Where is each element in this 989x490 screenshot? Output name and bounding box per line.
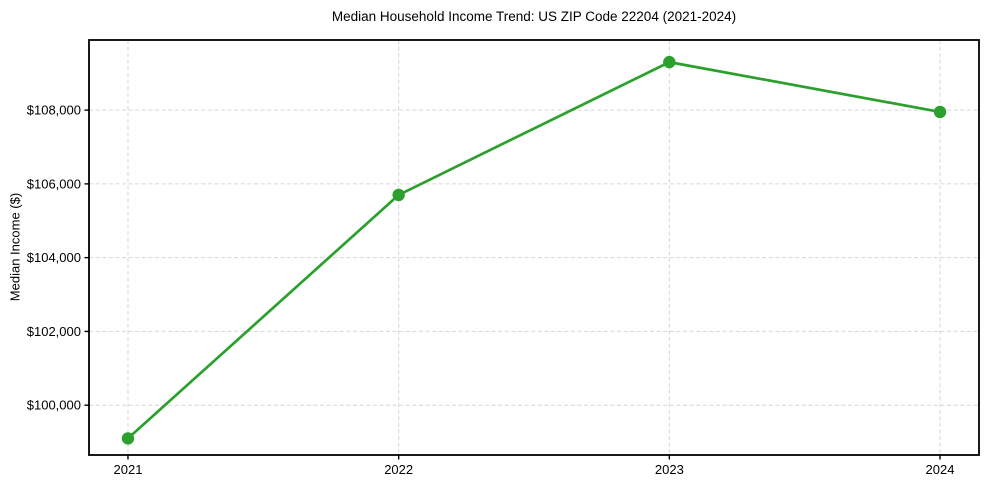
data-point-marker <box>121 432 135 445</box>
x-tick-label: 2024 <box>926 462 955 477</box>
trend-line <box>126 60 942 440</box>
chart-title: Median Household Income Trend: US ZIP Co… <box>331 9 737 24</box>
x-tick-label: 2023 <box>655 462 684 477</box>
data-point-marker <box>392 188 405 202</box>
y-tick-label: $108,000 <box>27 103 81 118</box>
x-tick-label: 2021 <box>114 462 143 477</box>
x-tick-label: 2022 <box>384 462 413 477</box>
y-tick-label: $100,000 <box>27 398 81 413</box>
y-axis-title: Median Income ($) <box>7 192 23 302</box>
data-point-marker <box>663 55 676 69</box>
y-tick-label: $102,000 <box>27 324 81 339</box>
data-point-marker <box>933 105 947 119</box>
plot-frame <box>88 39 980 456</box>
y-tick-label: $104,000 <box>27 250 81 265</box>
y-tick-label: $106,000 <box>27 176 81 191</box>
